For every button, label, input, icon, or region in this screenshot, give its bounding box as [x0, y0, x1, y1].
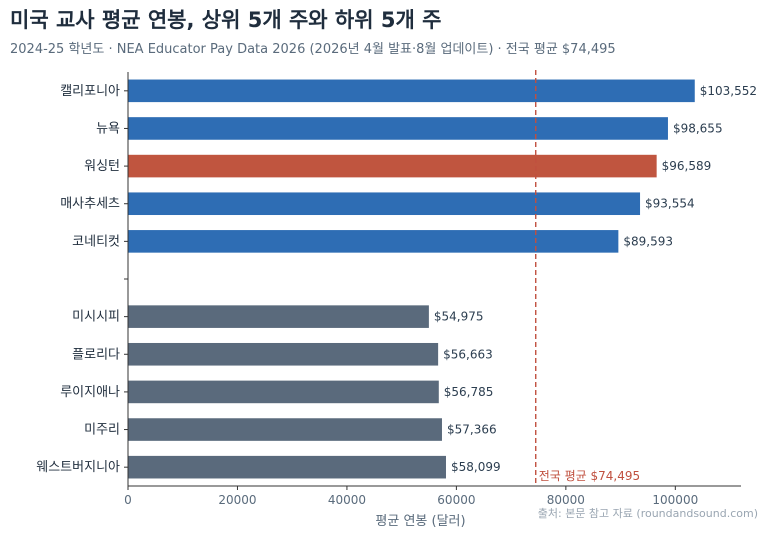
bar [128, 79, 695, 103]
source-note: 출처: 본문 참고 자료 (roundandsound.com) [537, 507, 758, 520]
y-tick-label: 워싱턴 [84, 159, 120, 174]
value-label: $96,589 [662, 159, 712, 173]
bar [128, 305, 429, 328]
bar [128, 380, 439, 404]
chart-title: 미국 교사 평균 연봉, 상위 5개 주와 하위 5개 주 [10, 8, 442, 32]
y-tick-label: 미시시피 [72, 310, 120, 325]
value-labels-group: $103,552 $98,655 $96,589 $93,554 $89,593 $54,… [434, 84, 757, 474]
y-tick-labels-group: 캘리포니아뉴욕워싱턴매사추세츠코네티컷미시시피플로리다루이지애나미주리웨스트버지… [36, 84, 128, 475]
national-average-label: 전국 평균 $74,495 [539, 469, 640, 483]
y-tick-label: 플로리다 [72, 347, 120, 362]
value-label: $56,663 [443, 347, 493, 361]
x-tick-label: 60000 [437, 493, 475, 507]
value-label: $89,593 [623, 234, 673, 248]
x-tick-label: 80000 [547, 493, 585, 507]
x-tick-label: 20000 [218, 493, 256, 507]
bar [128, 117, 668, 140]
y-tick-label: 뉴욕 [96, 121, 120, 136]
value-label: $93,554 [645, 197, 695, 211]
bar [128, 154, 657, 178]
y-tick-label: 웨스트버지니아 [36, 460, 120, 475]
x-tick-label: 100000 [652, 493, 698, 507]
value-label: $56,785 [444, 385, 494, 399]
bar [128, 418, 442, 441]
value-label: $57,366 [447, 423, 497, 437]
bar [128, 192, 641, 216]
bar [128, 342, 439, 366]
value-label: $98,655 [673, 121, 723, 135]
x-tick-label: 0 [124, 493, 132, 507]
y-tick-label: 루이지애나 [60, 385, 120, 400]
value-label: $103,552 [700, 84, 757, 98]
chart-subtitle: 2024-25 학년도 · NEA Educator Pay Data 2026… [10, 42, 616, 57]
x-axis-title: 평균 연봉 (달러) [375, 514, 465, 529]
bar [128, 230, 619, 253]
x-tick-label: 40000 [328, 493, 366, 507]
x-tick-labels-group: 0 20000 40000 60000 80000 100000 [124, 486, 698, 507]
y-tick-label: 캘리포니아 [60, 84, 120, 99]
y-tick-label: 미주리 [84, 423, 120, 438]
bars-group [128, 79, 695, 479]
y-tick-label: 매사추세츠 [60, 197, 120, 212]
value-label: $54,975 [434, 310, 484, 324]
bar [128, 455, 446, 479]
y-tick-label: 코네티컷 [72, 234, 120, 249]
value-label: $58,099 [451, 460, 501, 474]
